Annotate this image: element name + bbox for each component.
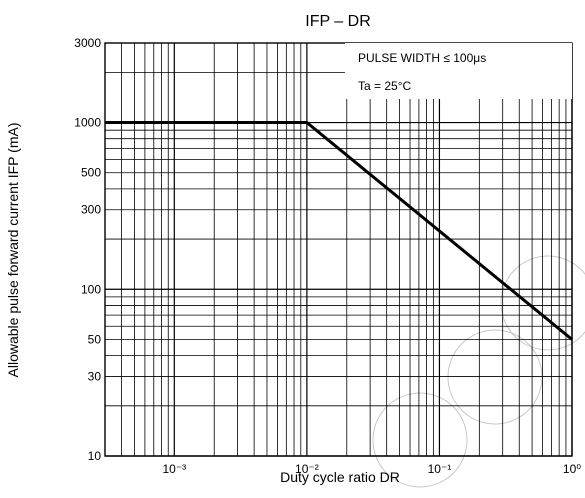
annotation-temperature: Ta = 25°C bbox=[358, 79, 411, 93]
tick-labels: 10⁻³ 10⁻² 10⁻¹ 10⁰ 10 30 50 100 300 500 1000 3000 bbox=[74, 36, 581, 476]
y-tick-label: 30 bbox=[88, 369, 102, 383]
plot-frame bbox=[104, 42, 573, 457]
x-tick-label: 10⁻² bbox=[295, 462, 319, 476]
x-tick-label: 10⁻¹ bbox=[428, 462, 452, 476]
y-tick-label: 100 bbox=[81, 282, 101, 296]
y-axis-label: Allowable pulse forward current IFP (mA) bbox=[5, 123, 21, 378]
y-tick-label: 10 bbox=[88, 449, 102, 463]
y-tick-label: 3000 bbox=[74, 36, 101, 50]
watermark-logo bbox=[372, 255, 585, 488]
y-tick-label: 300 bbox=[81, 203, 101, 217]
grid-lines bbox=[104, 42, 573, 457]
series-line bbox=[105, 121, 573, 341]
annotation-box bbox=[345, 43, 572, 99]
chart-title: IFP – DR bbox=[305, 13, 371, 30]
y-tick-label: 50 bbox=[88, 332, 102, 346]
x-axis-label: Duty cycle ratio DR bbox=[280, 469, 400, 485]
watermark-ring bbox=[500, 255, 585, 351]
y-tick-label: 1000 bbox=[74, 116, 101, 130]
x-tick-label: 10⁻³ bbox=[162, 462, 186, 476]
series-group bbox=[105, 121, 573, 341]
x-tick-label: 10⁰ bbox=[563, 462, 581, 476]
watermark-ring bbox=[447, 329, 543, 425]
watermark-ring bbox=[372, 392, 468, 488]
annotation-pulse-width: PULSE WIDTH ≤ 100μs bbox=[358, 51, 486, 65]
y-tick-label: 500 bbox=[81, 166, 101, 180]
